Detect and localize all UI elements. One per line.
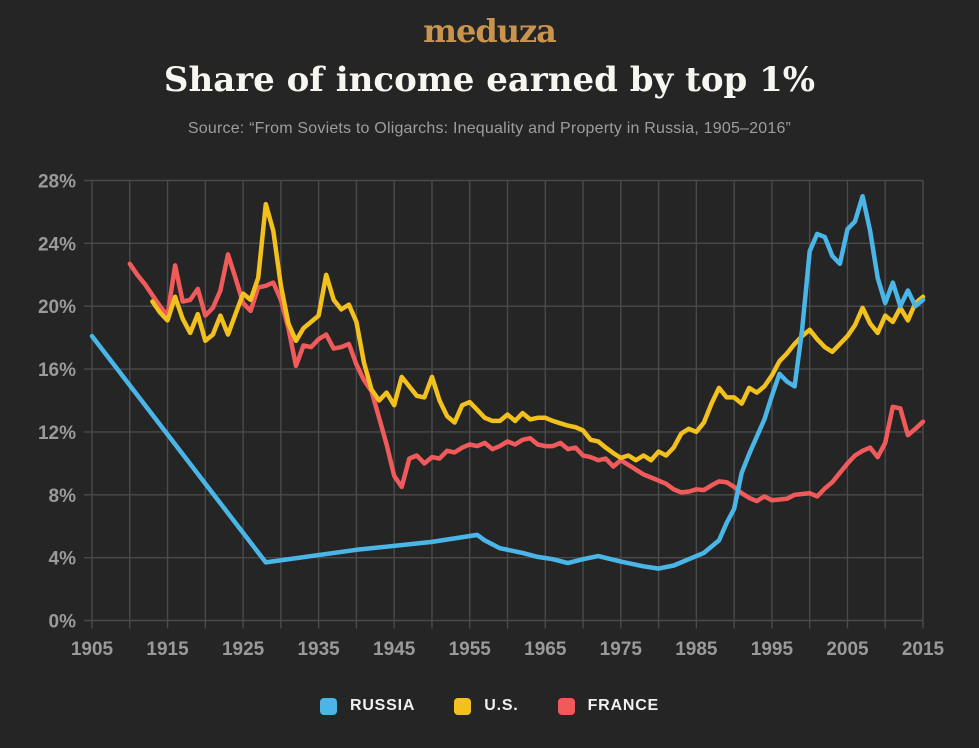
x-axis-label-2005: 2005 [826,639,869,660]
france-line [127,252,926,504]
y-axis-label-16: 16% [38,360,76,381]
chart-grid [84,179,924,629]
legend-label: U.S. [484,697,519,714]
legend-label: FRANCE [587,697,660,714]
x-axis-label-1945: 1945 [373,639,416,660]
x-axis-label-1925: 1925 [222,639,265,660]
y-axis-label-28: 28% [38,172,76,193]
chart-legend: RUSSIA U.S. FRANCE [0,697,979,715]
legend-swatch-icon [319,697,337,715]
x-axis-labels: 1905 1915 1925 1935 1945 1955 1965 1975 1985 1995… [71,639,945,660]
legend-item-us: U.S. [454,697,518,715]
legend-swatch-icon [454,697,472,715]
meduza-logo: meduza [423,12,557,50]
x-axis-label-1965: 1965 [524,639,567,660]
x-axis-label-1985: 1985 [675,639,718,660]
legend-swatch-icon [557,697,575,715]
y-axis-label-4: 4% [49,549,77,570]
x-axis-label-1995: 1995 [751,639,794,660]
source-caption: Source: “From Soviets to Oligarchs: Ineq… [187,120,792,137]
y-axis-label-0: 0% [49,612,77,633]
y-axis-label-20: 20% [38,297,76,318]
x-axis-label-1905: 1905 [71,639,114,660]
x-axis-label-1955: 1955 [449,639,492,660]
legend-item-russia: RUSSIA [319,697,416,715]
y-axis-label-24: 24% [38,234,76,255]
y-axis-labels: 0% 4% 8% 12% 16% 20% 24% 28% [38,172,76,633]
y-axis-label-8: 8% [49,486,77,507]
x-axis-label-2015: 2015 [902,639,945,660]
x-axis-label-1975: 1975 [600,639,643,660]
legend-item-france: FRANCE [557,697,660,715]
y-axis-label-12: 12% [38,423,76,444]
x-axis-label-1935: 1935 [297,639,340,660]
us-line [150,201,926,463]
page-title: Share of income earned by top 1% [163,60,816,100]
x-axis-label-1915: 1915 [146,639,189,660]
legend-label: RUSSIA [349,697,416,714]
russia-line [89,193,926,571]
